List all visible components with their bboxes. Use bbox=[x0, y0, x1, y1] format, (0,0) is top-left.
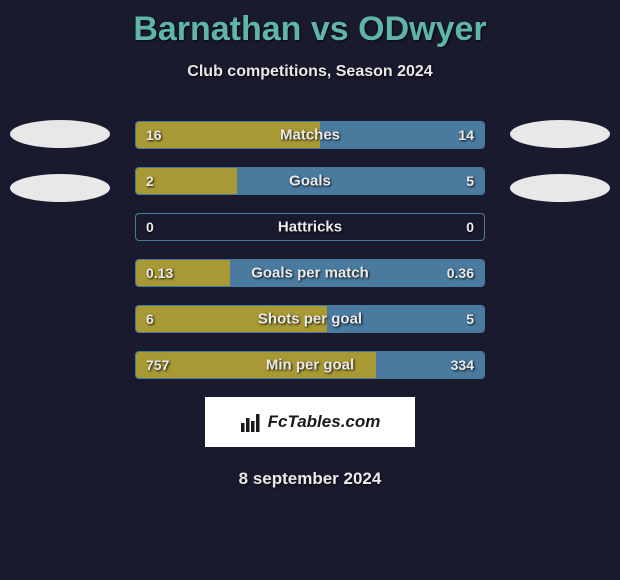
logo-bars-icon bbox=[240, 411, 262, 433]
stat-value-right: 0.36 bbox=[447, 265, 474, 281]
right-decor-ellipses bbox=[510, 120, 610, 228]
stat-value-left: 16 bbox=[146, 127, 162, 143]
stat-row: 0.13 0.36 Goals per match bbox=[135, 259, 485, 287]
player2-name: ODwyer bbox=[358, 10, 487, 48]
vs-text: vs bbox=[301, 10, 358, 48]
stat-value-left: 2 bbox=[146, 173, 154, 189]
stat-label: Goals bbox=[289, 173, 331, 190]
left-decor-ellipses bbox=[10, 120, 110, 228]
stat-value-right: 5 bbox=[466, 173, 474, 189]
stat-row: 0 0 Hattricks bbox=[135, 213, 485, 241]
player1-name: Barnathan bbox=[133, 10, 301, 48]
stat-value-left: 0 bbox=[146, 219, 154, 235]
stat-row: 6 5 Shots per goal bbox=[135, 305, 485, 333]
stat-label: Goals per match bbox=[251, 265, 369, 282]
stat-value-right: 334 bbox=[451, 357, 474, 373]
stat-value-right: 5 bbox=[466, 311, 474, 327]
stat-row: 757 334 Min per goal bbox=[135, 351, 485, 379]
stat-value-right: 0 bbox=[466, 219, 474, 235]
decor-ellipse bbox=[510, 174, 610, 202]
stat-label: Matches bbox=[280, 127, 340, 144]
stat-value-left: 6 bbox=[146, 311, 154, 327]
comparison-title: Barnathan vs ODwyer bbox=[0, 0, 620, 49]
stat-value-left: 757 bbox=[146, 357, 169, 373]
stats-container: 16 14 Matches 2 5 Goals 0 0 Hattricks 0.13 0.36 Goa… bbox=[135, 121, 485, 379]
comparison-date: 8 september 2024 bbox=[0, 469, 620, 489]
bar-right bbox=[237, 168, 484, 194]
stat-value-left: 0.13 bbox=[146, 265, 173, 281]
logo-text: FcTables.com bbox=[268, 412, 381, 432]
fctables-logo: FcTables.com bbox=[205, 397, 415, 447]
stat-label: Min per goal bbox=[266, 357, 354, 374]
stat-label: Hattricks bbox=[278, 219, 342, 236]
stat-row: 16 14 Matches bbox=[135, 121, 485, 149]
comparison-subtitle: Club competitions, Season 2024 bbox=[0, 63, 620, 81]
stat-row: 2 5 Goals bbox=[135, 167, 485, 195]
decor-ellipse bbox=[10, 120, 110, 148]
decor-ellipse bbox=[10, 174, 110, 202]
decor-ellipse bbox=[510, 120, 610, 148]
stat-label: Shots per goal bbox=[258, 311, 362, 328]
stat-value-right: 14 bbox=[458, 127, 474, 143]
